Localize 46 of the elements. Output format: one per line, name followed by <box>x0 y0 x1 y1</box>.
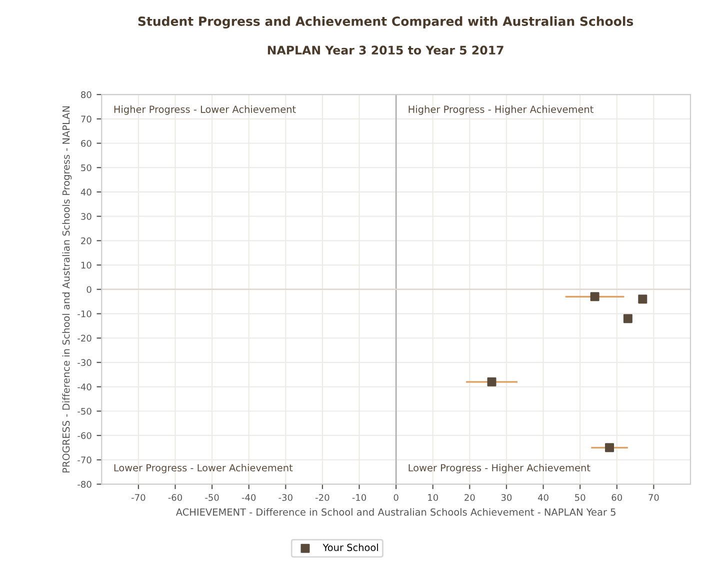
x-tick-label: -20 <box>316 494 330 501</box>
x-tick-label: -10 <box>352 494 366 501</box>
point <box>605 443 614 452</box>
y-tick-label: -60 <box>78 432 92 440</box>
y-tick-label: 20 <box>81 237 92 244</box>
point <box>590 292 600 302</box>
x-tick-label: 20 <box>464 494 475 501</box>
y-tick-label: 0 <box>86 286 92 293</box>
chart-title: Student Progress and Achievement Compared with Australian Schools <box>138 16 634 28</box>
chart-subtitle: NAPLAN Year 3 2015 to Year 5 2017 <box>268 46 504 55</box>
x-tick-label: 10 <box>428 494 438 501</box>
annotation: Higher Progress - Higher Achievement <box>408 105 594 115</box>
x-tick-label: 30 <box>501 494 512 501</box>
y-tick-label: 80 <box>81 91 92 98</box>
annotation: Lower Progress - Lower Achievement <box>114 464 293 474</box>
y-tick-label: -80 <box>78 480 92 488</box>
x-tick-label: 50 <box>575 494 586 501</box>
x-tick-label: -70 <box>132 494 146 501</box>
x-tick-label: -30 <box>278 494 292 501</box>
y-tick-label: -50 <box>78 408 92 415</box>
y-tick-label: 10 <box>81 262 92 269</box>
annotation: Lower Progress - Higher Achievement <box>408 464 590 474</box>
x-tick-label: 0 <box>394 494 398 501</box>
point <box>487 377 496 386</box>
legend-label: Your School <box>322 544 378 552</box>
y-axis-title: PROGRESS - Difference in School and Australian Schools Progress - NAPLAN <box>62 106 72 472</box>
point <box>623 314 632 324</box>
x-tick-label: -50 <box>205 494 219 501</box>
annotation: Higher Progress - Lower Achievement <box>114 105 296 115</box>
x-tick-label: 60 <box>612 494 622 501</box>
x-tick-label: 40 <box>538 494 548 501</box>
y-tick-label: -10 <box>78 310 92 318</box>
x-tick-label: 70 <box>648 494 659 501</box>
y-tick-label: 50 <box>81 164 92 172</box>
y-tick-label: 60 <box>81 140 92 147</box>
x-axis-title: ACHIEVEMENT - Difference in School and Australian Schools Achievement - NAPLAN Year 5 <box>176 508 616 516</box>
y-tick-label: -20 <box>78 334 92 342</box>
x-tick-label: -60 <box>168 494 182 501</box>
y-tick-label: -30 <box>78 359 92 366</box>
x-tick-label: -40 <box>242 494 256 501</box>
y-tick-label: 40 <box>80 188 92 196</box>
y-tick-label: -40 <box>78 384 92 390</box>
point <box>638 294 648 304</box>
y-tick-label: -70 <box>78 456 92 464</box>
y-tick-label: 70 <box>81 116 92 122</box>
y-tick-label: 30 <box>81 213 92 220</box>
